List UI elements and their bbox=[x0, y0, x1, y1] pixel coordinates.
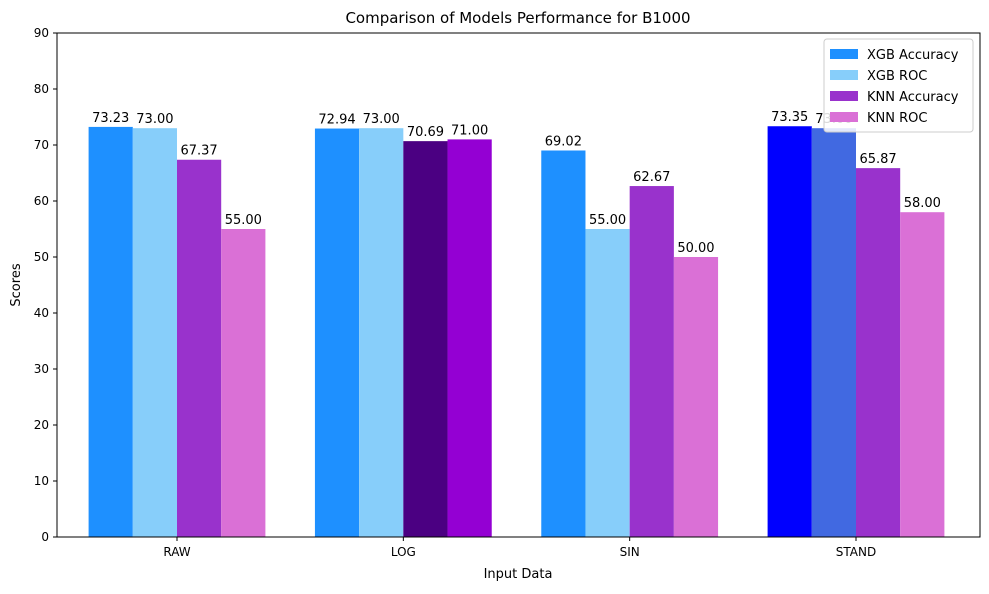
y-axis-label: Scores bbox=[9, 263, 24, 306]
plot-frame bbox=[56, 32, 981, 538]
bar-sin-knn-accuracy bbox=[629, 186, 674, 538]
value-label: 70.69 bbox=[407, 125, 444, 140]
legend-label: KNN Accuracy bbox=[867, 90, 959, 105]
bar-sin-xgb-roc bbox=[585, 229, 630, 537]
y-tick-label: 60 bbox=[34, 194, 49, 208]
value-label: 73.35 bbox=[771, 110, 808, 125]
x-tick-label: SIN bbox=[620, 545, 640, 559]
value-label: 62.67 bbox=[633, 170, 670, 185]
value-label: 50.00 bbox=[677, 241, 714, 256]
value-label: 69.02 bbox=[545, 134, 582, 149]
value-label: 65.87 bbox=[859, 152, 896, 167]
value-label: 55.00 bbox=[225, 213, 262, 228]
bar-stand-knn-roc bbox=[900, 212, 945, 537]
value-label: 73.00 bbox=[363, 112, 400, 127]
x-tick-label: STAND bbox=[836, 545, 876, 559]
y-tick-label: 30 bbox=[34, 362, 49, 376]
y-tick-label: 50 bbox=[34, 250, 49, 264]
y-tick-label: 40 bbox=[34, 306, 49, 320]
x-tick-label: LOG bbox=[391, 545, 416, 559]
bar-sin-xgb-accuracy bbox=[541, 150, 586, 538]
y-tick-label: 10 bbox=[34, 474, 49, 488]
bar-log-knn-roc bbox=[447, 139, 492, 537]
legend-swatch bbox=[830, 70, 858, 80]
bar-raw-xgb-roc bbox=[132, 128, 177, 537]
bar-log-xgb-roc bbox=[359, 128, 404, 537]
y-tick-label: 20 bbox=[34, 418, 49, 432]
value-label: 55.00 bbox=[589, 213, 626, 228]
y-tick-label: 70 bbox=[34, 138, 49, 152]
value-label: 73.23 bbox=[92, 111, 129, 126]
bar-raw-knn-accuracy bbox=[177, 159, 222, 538]
value-label: 67.37 bbox=[180, 144, 217, 159]
bar-raw-knn-roc bbox=[221, 229, 266, 537]
value-label: 71.00 bbox=[451, 123, 488, 138]
y-tick-label: 80 bbox=[34, 82, 49, 96]
bar-stand-xgb-roc bbox=[811, 128, 856, 537]
value-label: 72.94 bbox=[318, 113, 355, 128]
bar-raw-xgb-accuracy bbox=[88, 126, 133, 537]
bar-log-knn-accuracy bbox=[403, 141, 448, 537]
legend-label: KNN ROC bbox=[867, 111, 927, 126]
legend-swatch bbox=[830, 49, 858, 59]
x-tick-label: RAW bbox=[163, 545, 190, 559]
bar-sin-knn-roc bbox=[673, 257, 719, 537]
chart-title: Comparison of Models Performance for B10… bbox=[345, 9, 690, 27]
legend-label: XGB Accuracy bbox=[867, 48, 959, 63]
legend-swatch bbox=[830, 112, 858, 122]
value-label: 58.00 bbox=[904, 196, 941, 211]
bar-stand-xgb-accuracy bbox=[767, 126, 812, 538]
axes-layer: RAW LOG SIN STAND 0 10 20 30 40 50 60 70 80 90 bbox=[34, 26, 981, 559]
legend-swatch bbox=[830, 91, 858, 101]
y-tick-label: 90 bbox=[34, 26, 49, 40]
bar-stand-knn-accuracy bbox=[856, 168, 901, 537]
legend-box bbox=[823, 38, 974, 133]
y-tick-label: 0 bbox=[41, 530, 49, 544]
bar-log-xgb-accuracy bbox=[314, 128, 360, 538]
x-axis-label: Input Data bbox=[484, 567, 553, 582]
legend-label: XGB ROC bbox=[867, 69, 927, 84]
value-label: 73.00 bbox=[136, 112, 173, 127]
legend: XGB Accuracy XGB ROC KNN Accuracy KNN ROC bbox=[823, 38, 974, 133]
bars-layer bbox=[88, 126, 945, 538]
